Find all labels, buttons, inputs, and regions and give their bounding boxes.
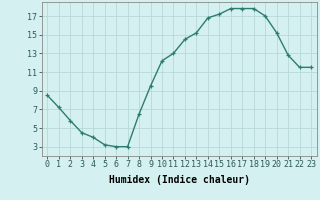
- X-axis label: Humidex (Indice chaleur): Humidex (Indice chaleur): [109, 175, 250, 185]
